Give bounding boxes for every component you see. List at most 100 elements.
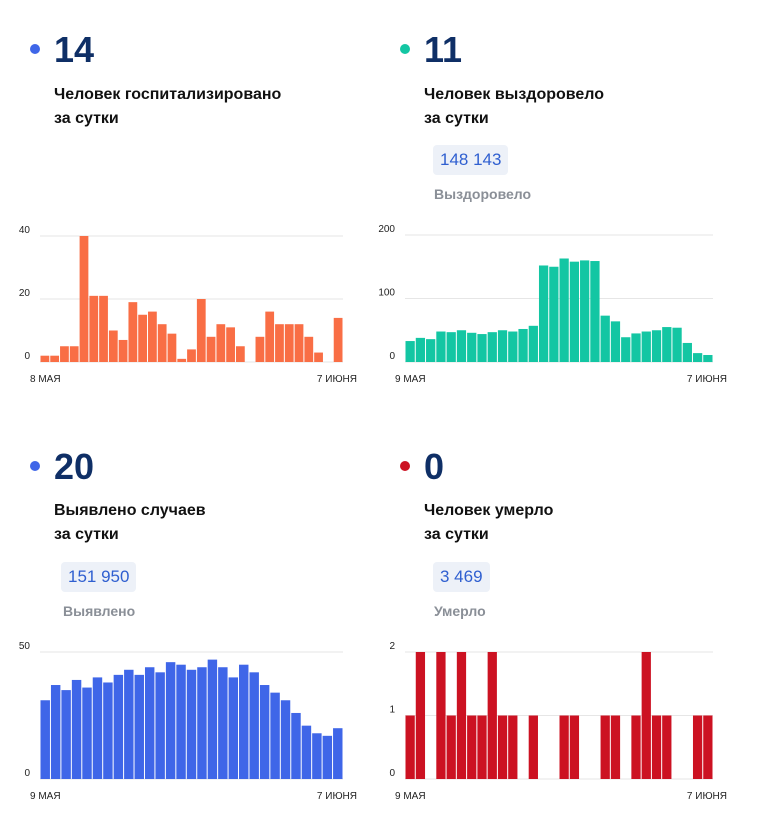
bar bbox=[255, 336, 265, 362]
bar bbox=[113, 674, 124, 779]
x-start-label: 9 МАЯ bbox=[30, 791, 61, 802]
deaths-chart: 0 1 2 9 МАЯ 7 ИЮНЯ bbox=[389, 641, 727, 802]
bar bbox=[138, 314, 148, 362]
bar bbox=[477, 334, 487, 362]
cases-chart: 0 50 9 МАЯ 7 ИЮНЯ bbox=[19, 641, 357, 802]
bar bbox=[508, 331, 518, 362]
bar bbox=[291, 712, 301, 779]
bar bbox=[103, 682, 113, 779]
bar bbox=[662, 715, 672, 779]
bar bbox=[569, 261, 580, 362]
bar bbox=[600, 315, 610, 362]
bar bbox=[280, 700, 291, 779]
bar bbox=[415, 337, 426, 362]
bar bbox=[508, 715, 518, 779]
bar bbox=[641, 331, 651, 362]
bar bbox=[314, 352, 323, 362]
bar bbox=[155, 672, 165, 779]
bar bbox=[467, 715, 477, 779]
bar bbox=[284, 324, 294, 362]
bar bbox=[610, 321, 621, 362]
hospitalized-chart: 0 20 40 8 МАЯ 7 ИЮНЯ bbox=[19, 225, 357, 385]
bar bbox=[259, 685, 270, 779]
bar bbox=[165, 662, 176, 779]
bar bbox=[99, 295, 108, 362]
x-end-label: 7 ИЮНЯ bbox=[687, 374, 727, 385]
recovered-count: 11 bbox=[424, 29, 463, 70]
bar bbox=[82, 687, 92, 779]
recovered-panel: 11 Человек выздоровело за сутки 148 143 … bbox=[378, 0, 758, 410]
y-tick-label: 0 bbox=[389, 768, 395, 779]
cases-label-line1: Выявлено случаев bbox=[54, 502, 206, 519]
y-tick-label: 40 bbox=[19, 225, 31, 236]
bar bbox=[177, 358, 187, 362]
cases-total-label: Выявлено bbox=[63, 603, 136, 619]
bar bbox=[549, 266, 559, 362]
bar bbox=[610, 715, 621, 779]
bar bbox=[40, 355, 50, 362]
bar bbox=[71, 679, 82, 779]
bar bbox=[197, 667, 207, 779]
bar bbox=[206, 336, 216, 362]
bar bbox=[89, 295, 99, 362]
deaths-panel: 0 Человек умерло за сутки 3 469 Умерло 0… bbox=[379, 410, 758, 820]
y-tick-label: 2 bbox=[389, 641, 395, 652]
bar bbox=[651, 715, 662, 779]
bar bbox=[249, 672, 259, 779]
deaths-label-line2: за сутки bbox=[424, 526, 489, 543]
x-start-label: 8 МАЯ bbox=[30, 374, 61, 385]
deaths-count: 0 bbox=[424, 446, 445, 487]
bar bbox=[218, 667, 228, 779]
recovered-total-label: Выздоровело bbox=[434, 186, 532, 202]
bar bbox=[436, 652, 446, 779]
bar bbox=[538, 265, 549, 362]
bar bbox=[662, 327, 672, 362]
bar bbox=[600, 715, 610, 779]
bar bbox=[497, 715, 508, 779]
bar bbox=[497, 330, 508, 362]
x-end-label: 7 ИЮНЯ bbox=[317, 374, 357, 385]
bar bbox=[187, 349, 196, 362]
cases-label-line2: за сутки bbox=[54, 526, 119, 543]
bar bbox=[580, 260, 590, 362]
deaths-total-label: Умерло bbox=[434, 603, 486, 619]
cases-total-badge: 151 950 bbox=[61, 562, 137, 592]
bar bbox=[92, 677, 103, 779]
bar bbox=[148, 311, 157, 362]
bar bbox=[426, 339, 436, 362]
bar bbox=[270, 692, 280, 779]
recovered-dot-icon bbox=[400, 44, 410, 54]
bar bbox=[631, 715, 641, 779]
bar bbox=[405, 341, 415, 362]
bar bbox=[528, 715, 538, 779]
bar bbox=[207, 659, 218, 779]
bar bbox=[467, 332, 477, 362]
x-start-label: 9 МАЯ bbox=[395, 791, 426, 802]
y-tick-label: 0 bbox=[24, 351, 30, 362]
x-start-label: 9 МАЯ bbox=[395, 374, 426, 385]
bar bbox=[446, 332, 456, 362]
bar bbox=[301, 725, 312, 779]
bar bbox=[61, 690, 71, 779]
bar bbox=[682, 342, 692, 362]
bar bbox=[456, 330, 467, 362]
cases-count: 20 bbox=[54, 446, 95, 487]
bar bbox=[559, 258, 569, 362]
bar bbox=[692, 353, 703, 362]
deaths-label-line1: Человек умерло bbox=[424, 502, 554, 519]
bar bbox=[333, 317, 343, 362]
bar bbox=[128, 302, 138, 362]
bar bbox=[108, 330, 118, 362]
bar bbox=[446, 715, 456, 779]
hospitalized-count: 14 bbox=[54, 29, 95, 70]
bar bbox=[692, 715, 703, 779]
hospitalized-panel: 14 Человек госпитализировано за сутки 0 2… bbox=[0, 0, 379, 410]
bar bbox=[590, 261, 600, 362]
bar bbox=[405, 715, 415, 779]
recovered-label-line1: Человек выздоровело bbox=[424, 86, 605, 103]
bar bbox=[186, 669, 197, 779]
bar bbox=[528, 325, 538, 362]
bar bbox=[118, 339, 128, 362]
bar bbox=[477, 715, 487, 779]
y-tick-label: 20 bbox=[19, 288, 31, 299]
